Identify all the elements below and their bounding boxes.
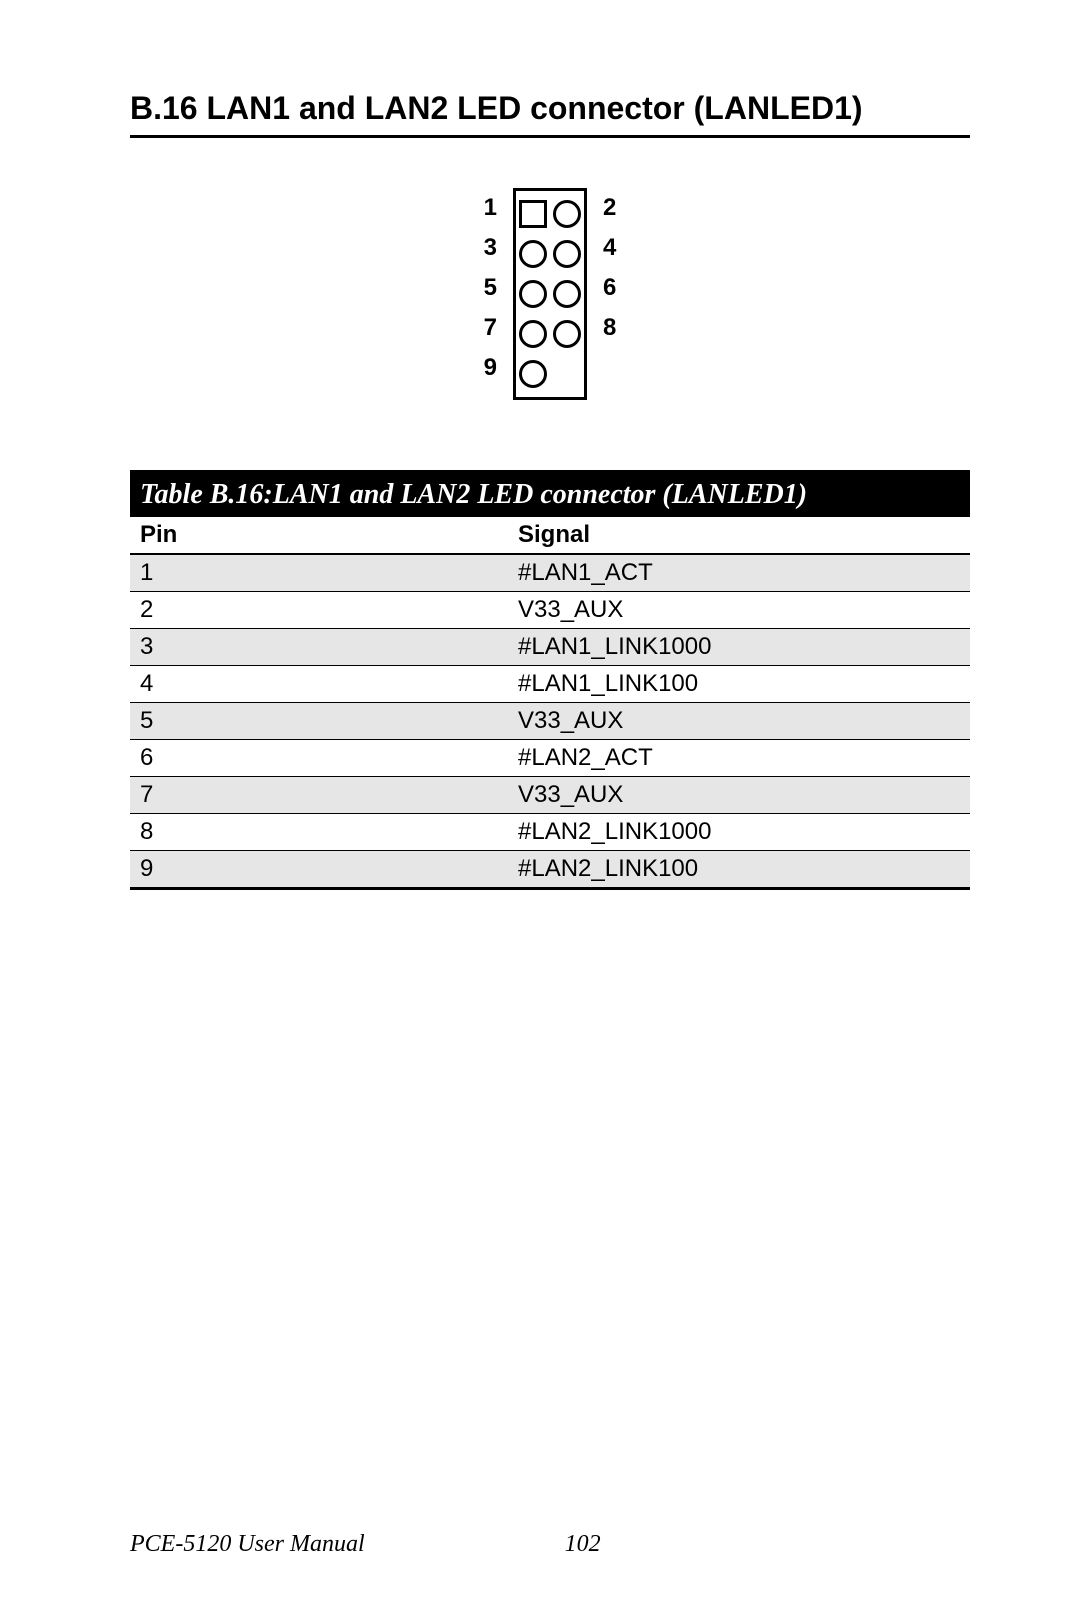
- connector-right-label: 2: [597, 188, 622, 228]
- table-head-pin: Pin: [130, 517, 508, 554]
- connector-header-box: [513, 188, 587, 400]
- table-body: 1#LAN1_ACT2V33_AUX3#LAN1_LINK10004#LAN1_…: [130, 554, 970, 889]
- table-caption-row: Table B.16:LAN1 and LAN2 LED connector (…: [130, 472, 970, 518]
- table-row: 7V33_AUX: [130, 777, 970, 814]
- table-head-signal: Signal: [508, 517, 970, 554]
- pin-circle-icon: [519, 320, 547, 348]
- connector-right-labels: 2468: [597, 188, 622, 388]
- connector-left-label: 7: [478, 308, 503, 348]
- table-cell-signal: #LAN2_LINK100: [508, 851, 970, 889]
- table-cell-signal: #LAN1_ACT: [508, 554, 970, 592]
- table-cell-pin: 2: [130, 592, 508, 629]
- pin-1-square-icon: [519, 200, 547, 228]
- table-cell-pin: 7: [130, 777, 508, 814]
- table-cell-signal: #LAN2_ACT: [508, 740, 970, 777]
- table-cell-pin: 9: [130, 851, 508, 889]
- pin-circle-icon: [553, 240, 581, 268]
- table-row: 4#LAN1_LINK100: [130, 666, 970, 703]
- table-row: 2V33_AUX: [130, 592, 970, 629]
- connector-left-label: 5: [478, 268, 503, 308]
- table-cell-pin: 6: [130, 740, 508, 777]
- connector-right-label: 8: [597, 308, 622, 348]
- section-title: B.16 LAN1 and LAN2 LED connector (LANLED…: [130, 90, 970, 138]
- page-footer: PCE-5120 User Manual 102: [130, 1531, 601, 1558]
- table-cell-signal: V33_AUX: [508, 703, 970, 740]
- connector-pin-row: [519, 314, 581, 354]
- page: B.16 LAN1 and LAN2 LED connector (LANLED…: [0, 0, 1080, 1618]
- connector-right-label: 4: [597, 228, 622, 268]
- table-row: 8#LAN2_LINK1000: [130, 814, 970, 851]
- table-cell-signal: #LAN2_LINK1000: [508, 814, 970, 851]
- connector-left-label: 9: [478, 348, 503, 388]
- table-cell-pin: 1: [130, 554, 508, 592]
- connector-diagram: 13579 2468: [130, 188, 970, 400]
- pin-circle-icon: [519, 280, 547, 308]
- connector-left-labels: 13579: [478, 188, 503, 388]
- table-row: 1#LAN1_ACT: [130, 554, 970, 592]
- table-caption: Table B.16:LAN1 and LAN2 LED connector (…: [130, 472, 970, 518]
- table-row: 3#LAN1_LINK1000: [130, 629, 970, 666]
- connector: 13579 2468: [478, 188, 623, 400]
- connector-pin-row: [519, 234, 581, 274]
- table-cell-signal: V33_AUX: [508, 777, 970, 814]
- table-cell-pin: 5: [130, 703, 508, 740]
- pin-circle-icon: [519, 240, 547, 268]
- table-cell-signal: V33_AUX: [508, 592, 970, 629]
- table-cell-signal: #LAN1_LINK100: [508, 666, 970, 703]
- table-cell-pin: 4: [130, 666, 508, 703]
- table-row: 9#LAN2_LINK100: [130, 851, 970, 889]
- pin-circle-icon: [553, 200, 581, 228]
- connector-pin-row: [519, 274, 581, 314]
- pin-circle-icon: [553, 320, 581, 348]
- connector-pin-row: [519, 194, 581, 234]
- pin-circle-icon: [553, 280, 581, 308]
- table-row: 5V33_AUX: [130, 703, 970, 740]
- pinout-table: Table B.16:LAN1 and LAN2 LED connector (…: [130, 470, 970, 890]
- footer-title: PCE-5120 User Manual: [130, 1531, 365, 1558]
- table-cell-signal: #LAN1_LINK1000: [508, 629, 970, 666]
- table-cell-pin: 8: [130, 814, 508, 851]
- connector-left-label: 1: [478, 188, 503, 228]
- connector-pin-row: [519, 354, 581, 394]
- connector-left-label: 3: [478, 228, 503, 268]
- footer-page: 102: [565, 1531, 601, 1558]
- connector-right-label: 6: [597, 268, 622, 308]
- table-head-row: Pin Signal: [130, 517, 970, 554]
- pin-circle-icon: [519, 360, 547, 388]
- table-cell-pin: 3: [130, 629, 508, 666]
- table-row: 6#LAN2_ACT: [130, 740, 970, 777]
